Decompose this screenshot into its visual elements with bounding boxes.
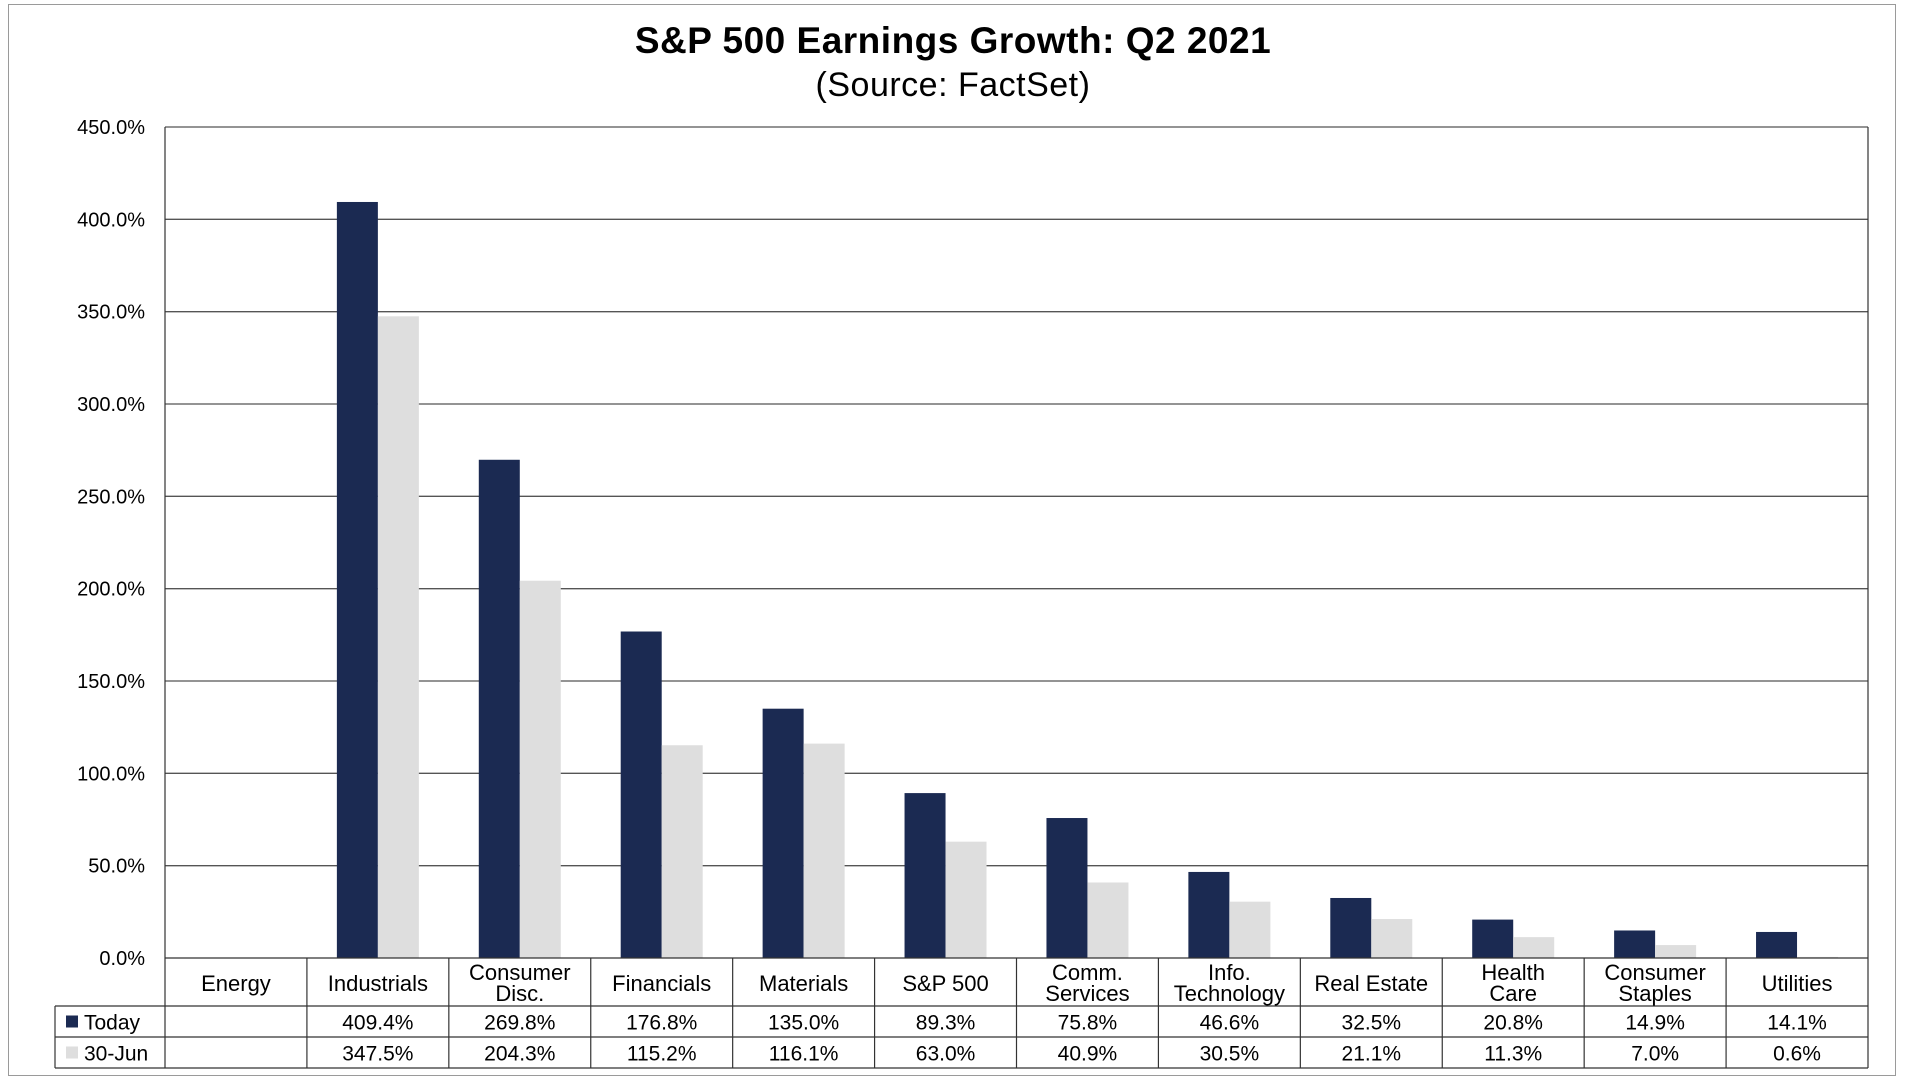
legend-label: Today <box>84 1012 141 1035</box>
data-label: 46.6% <box>1200 1012 1260 1035</box>
data-label: 0.6% <box>1773 1043 1821 1066</box>
y-tick-label: 0.0% <box>99 948 145 970</box>
category-label: Info. <box>1208 960 1251 985</box>
y-tick-label: 400.0% <box>77 209 145 231</box>
bar-30-jun <box>1229 901 1271 958</box>
data-label: 30.5% <box>1200 1043 1260 1066</box>
data-label: 63.0% <box>916 1043 976 1066</box>
y-tick-label: 200.0% <box>77 579 145 601</box>
data-label: 176.8% <box>626 1012 697 1035</box>
category-label: Energy <box>201 971 271 996</box>
bar-30-jun <box>945 841 987 958</box>
bar-today <box>1330 897 1372 958</box>
legend-swatch <box>66 1015 78 1028</box>
bar-today <box>1614 930 1656 958</box>
bar-30-jun <box>377 316 419 958</box>
data-label: 115.2% <box>627 1043 697 1066</box>
category-label: S&P 500 <box>902 971 988 996</box>
legend-label: 30-Jun <box>84 1043 148 1066</box>
data-label: 89.3% <box>916 1012 976 1035</box>
category-label: Care <box>1489 981 1537 1006</box>
data-label: 20.8% <box>1483 1012 1543 1035</box>
data-label: 75.8% <box>1058 1012 1118 1035</box>
category-label: Disc. <box>495 981 544 1006</box>
chart-frame <box>8 4 1896 1076</box>
data-label: 32.5% <box>1342 1012 1402 1035</box>
category-label: Materials <box>759 971 848 996</box>
data-label: 11.3% <box>1484 1043 1542 1066</box>
data-label: 409.4% <box>342 1012 413 1035</box>
category-label: Industrials <box>328 971 428 996</box>
data-label: 40.9% <box>1058 1043 1118 1066</box>
y-tick-label: 50.0% <box>88 856 145 878</box>
bar-today <box>1472 919 1514 958</box>
bar-today <box>478 459 520 958</box>
bar-today <box>762 708 804 958</box>
data-label: 116.1% <box>769 1043 839 1066</box>
data-label: 7.0% <box>1631 1043 1679 1066</box>
y-tick-label: 150.0% <box>77 671 145 693</box>
data-label: 14.9% <box>1625 1012 1685 1035</box>
bar-30-jun <box>661 745 703 958</box>
bar-today <box>1046 818 1088 958</box>
category-label: Real Estate <box>1314 971 1428 996</box>
chart-title: S&P 500 Earnings Growth: Q2 2021 <box>634 20 1272 61</box>
bar-30-jun <box>1087 882 1129 958</box>
category-label: Utilities <box>1762 971 1833 996</box>
bar-today <box>1756 931 1798 958</box>
y-tick-label: 350.0% <box>77 302 145 324</box>
chart-subtitle: (Source: FactSet) <box>815 66 1091 104</box>
category-label: Financials <box>612 971 711 996</box>
category-label: Technology <box>1174 981 1285 1006</box>
bar-30-jun <box>519 580 561 958</box>
bar-today <box>904 793 946 958</box>
y-tick-label: 250.0% <box>77 486 145 508</box>
data-label: 21.1% <box>1342 1043 1402 1066</box>
category-label: Services <box>1045 981 1129 1006</box>
bar-30-jun <box>1655 945 1697 958</box>
category-label: Staples <box>1618 981 1691 1006</box>
bar-30-jun <box>803 743 845 958</box>
y-tick-label: 300.0% <box>77 394 145 416</box>
legend-swatch <box>66 1046 78 1059</box>
category-label: Comm. <box>1052 960 1123 985</box>
bar-today <box>620 631 662 958</box>
bar-30-jun <box>1513 937 1555 958</box>
data-label: 204.3% <box>484 1043 555 1066</box>
data-label: 14.1% <box>1767 1012 1827 1035</box>
y-tick-label: 100.0% <box>77 763 145 785</box>
bar-today <box>336 201 378 958</box>
data-label: 269.8% <box>484 1012 555 1035</box>
y-tick-label: 450.0% <box>77 117 145 139</box>
category-label: Consumer <box>1604 960 1705 985</box>
bar-today <box>1188 871 1230 958</box>
data-label: 347.5% <box>342 1043 413 1066</box>
data-label: 135.0% <box>768 1012 839 1035</box>
category-label: Consumer <box>469 960 570 985</box>
category-label: Health <box>1481 960 1545 985</box>
bar-30-jun <box>1371 919 1413 958</box>
